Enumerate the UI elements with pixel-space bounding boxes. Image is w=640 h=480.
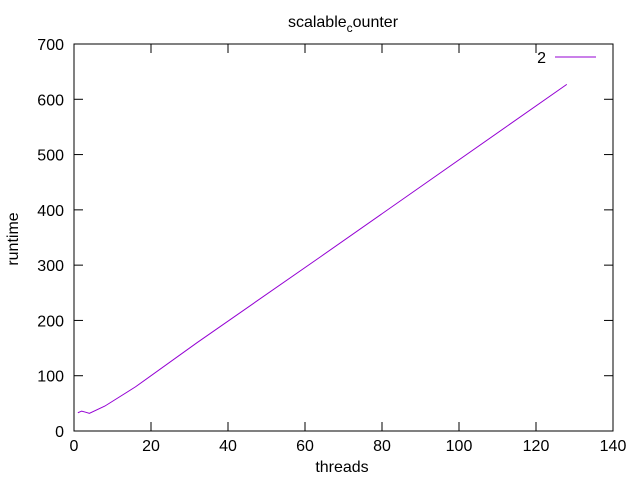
series-line <box>77 83 568 414</box>
x-tick-label: 20 <box>142 438 160 455</box>
x-tick-label: 80 <box>373 438 391 455</box>
x-tick-label: 60 <box>296 438 314 455</box>
y-tick-label: 600 <box>37 92 64 109</box>
y-tick-label: 100 <box>37 369 64 386</box>
chart-title: scalablecounter <box>288 14 399 35</box>
chart-title-subscript: c <box>347 21 353 35</box>
x-tick-label: 100 <box>446 438 473 455</box>
y-axis-title: runtime <box>5 212 22 265</box>
x-tick-label: 0 <box>70 438 79 455</box>
y-tick-label: 500 <box>37 148 64 165</box>
x-tick-label: 40 <box>219 438 237 455</box>
y-tick-label: 400 <box>37 203 64 220</box>
legend-label: 2 <box>537 50 546 67</box>
series-layer <box>77 83 568 414</box>
x-tick-label: 120 <box>523 438 550 455</box>
chart-title-rest: ounter <box>353 14 399 31</box>
y-tick-label: 700 <box>37 37 64 54</box>
y-tick-label: 200 <box>37 313 64 330</box>
x-tick-label: 140 <box>600 438 627 455</box>
x-axis-title: threads <box>315 459 368 476</box>
y-tick-label: 0 <box>55 424 64 441</box>
plot-frame <box>73 43 614 432</box>
legend: 2 <box>537 50 596 67</box>
tick-labels: 0 20 40 60 80 100 120 140 0 100 200 300 400 500 600 700 <box>37 37 626 455</box>
y-tick-label: 300 <box>37 258 64 275</box>
chart-title-main: scalable <box>288 14 347 31</box>
